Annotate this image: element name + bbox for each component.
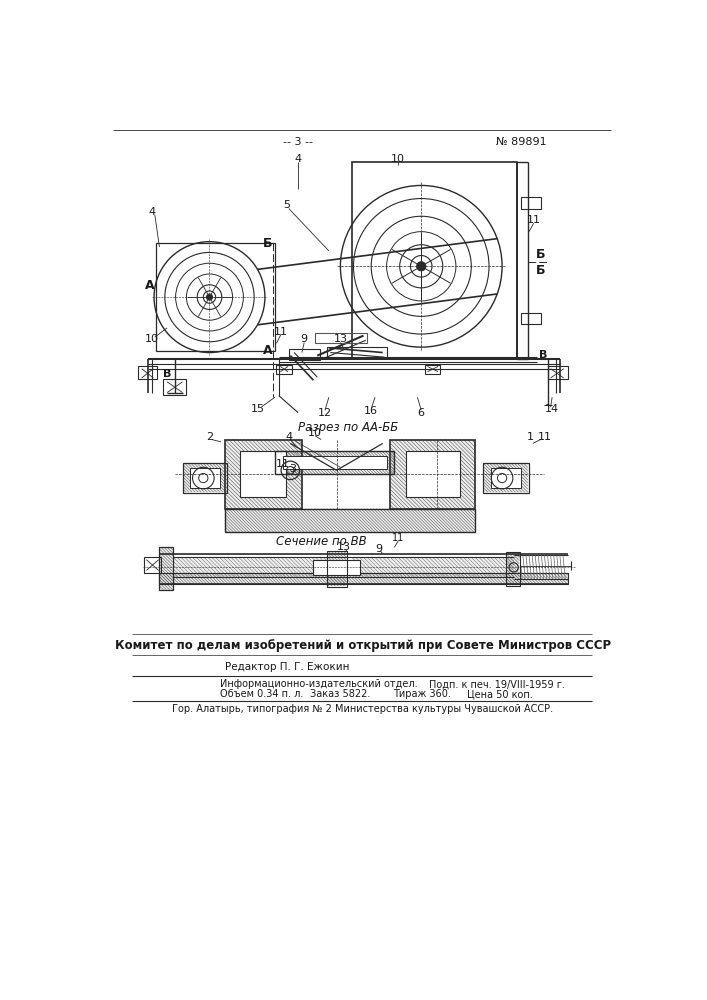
Bar [225, 509, 475, 532]
Text: 16: 16 [364, 406, 378, 416]
Bar [225, 509, 475, 532]
Bar [406, 451, 460, 497]
Bar [173, 557, 327, 577]
Bar [352, 557, 514, 577]
Circle shape [206, 294, 213, 300]
Bar [275, 451, 395, 474]
Text: -- 3 --: -- 3 -- [283, 137, 313, 147]
Text: Сечение по ВВ: Сечение по ВВ [276, 535, 366, 548]
Bar [328, 552, 346, 586]
Bar [283, 456, 387, 469]
Bar [491, 468, 521, 488]
Bar [390, 440, 475, 509]
Text: 13: 13 [337, 542, 351, 552]
Text: А: А [145, 279, 154, 292]
Text: Б: Б [536, 248, 545, 261]
Text: 14: 14 [545, 404, 559, 414]
Bar [160, 548, 173, 590]
Text: 9: 9 [300, 334, 308, 344]
Bar [521, 197, 541, 209]
Bar [483, 463, 529, 493]
Text: 11: 11 [276, 459, 290, 469]
Text: Подп. к печ. 19/VIII-1959 г.: Подп. к печ. 19/VIII-1959 г. [429, 679, 565, 689]
Bar [327, 347, 387, 358]
Text: 15: 15 [251, 404, 265, 414]
Text: Тираж 360.: Тираж 360. [393, 689, 450, 699]
Text: 12: 12 [318, 408, 332, 418]
Text: 3: 3 [289, 464, 296, 474]
Text: 6: 6 [418, 408, 425, 418]
Bar [160, 573, 568, 584]
Bar [160, 573, 568, 584]
Text: В: В [539, 350, 547, 360]
Text: Объем 0.34 п. л.: Объем 0.34 п. л. [219, 689, 303, 699]
Bar [190, 468, 219, 488]
Bar [276, 365, 292, 374]
Bar [425, 365, 440, 374]
Text: 5: 5 [283, 200, 290, 210]
Text: А: А [263, 344, 273, 358]
Text: Информационно-издательский отдел.: Информационно-издательский отдел. [219, 679, 417, 689]
Bar [521, 312, 541, 324]
Text: 11: 11 [537, 432, 551, 442]
Bar [163, 379, 187, 395]
Text: 2: 2 [206, 432, 213, 442]
Bar [184, 464, 226, 492]
Text: 1: 1 [527, 432, 534, 442]
Bar [144, 557, 161, 573]
Text: 11: 11 [274, 327, 288, 337]
Text: 11: 11 [392, 533, 404, 543]
Text: 10: 10 [308, 428, 322, 438]
Text: 4: 4 [148, 207, 156, 217]
Bar [484, 464, 527, 492]
Text: 4: 4 [295, 153, 302, 163]
Text: Разрез по АА-ББ: Разрез по АА-ББ [298, 422, 398, 434]
Text: 11: 11 [527, 215, 541, 225]
Bar [225, 440, 302, 509]
Text: Б: Б [263, 237, 273, 250]
Bar [225, 440, 302, 509]
Text: 10: 10 [391, 153, 405, 163]
Bar [352, 162, 518, 359]
Text: 4: 4 [285, 432, 293, 442]
Text: Б: Б [536, 264, 545, 277]
Bar [315, 333, 368, 343]
Bar [275, 451, 395, 474]
Text: Комитет по делам изобретений и открытий при Совете Министров СССР: Комитет по делам изобретений и открытий … [115, 639, 611, 652]
Bar [288, 349, 320, 360]
Bar [549, 366, 568, 379]
Bar [240, 451, 286, 497]
Text: Гор. Алатырь, типография № 2 Министерства культуры Чувашской АССР.: Гор. Алатырь, типография № 2 Министерств… [173, 704, 554, 714]
Bar [507, 553, 519, 585]
Text: № 89891: № 89891 [496, 137, 547, 147]
Text: В: В [163, 369, 171, 379]
Text: 13: 13 [334, 334, 347, 344]
Text: Редактор П. Г. Ежокин: Редактор П. Г. Ежокин [225, 662, 349, 672]
Text: 9: 9 [375, 544, 382, 554]
Bar [327, 551, 346, 587]
Text: 10: 10 [145, 334, 159, 344]
Bar [313, 560, 360, 575]
Circle shape [416, 262, 426, 271]
Bar [160, 547, 173, 590]
Bar [390, 440, 475, 509]
Bar [156, 243, 275, 351]
Text: Цена 50 коп.: Цена 50 коп. [467, 689, 533, 699]
Bar [506, 552, 520, 586]
Bar [182, 463, 227, 493]
Text: Заказ 5822.: Заказ 5822. [310, 689, 370, 699]
Bar [138, 366, 157, 379]
